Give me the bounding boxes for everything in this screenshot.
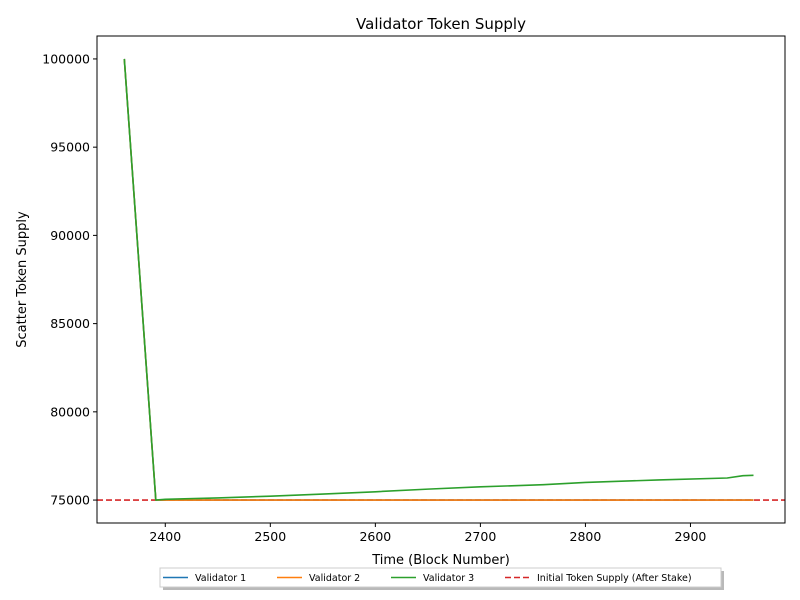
x-axis: 2400 2500 2600 2700 2800 2900 — [149, 523, 706, 544]
legend: Validator 1 Validator 2 Validator 3 Initial… — [159, 567, 724, 590]
series-line-validator-3 — [123, 58, 754, 501]
y-tick-label: 75000 — [50, 493, 90, 508]
x-tick-label: 2800 — [570, 529, 602, 544]
legend-label: Initial Token Supply (After Stake) — [537, 573, 692, 584]
x-tick-label: 2900 — [675, 529, 707, 544]
x-tick-label: 2400 — [149, 529, 181, 544]
x-tick-label: 2500 — [254, 529, 286, 544]
chart-title: Validator Token Supply — [356, 15, 526, 33]
y-tick-label: 95000 — [50, 140, 90, 155]
x-axis-label: Time (Block Number) — [371, 553, 510, 568]
plot-layer — [97, 58, 785, 501]
plot-frame — [96, 35, 786, 524]
legend-box — [159, 567, 722, 588]
legend-items: Validator 1 Validator 2 Validator 3 Initial… — [163, 573, 692, 584]
y-tick-label: 85000 — [50, 316, 90, 331]
y-tick-label: 90000 — [50, 228, 90, 243]
y-axis: 75000 80000 85000 90000 95000 100000 — [42, 51, 97, 508]
y-tick-label: 100000 — [42, 51, 90, 66]
series-line-validator-2 — [123, 58, 754, 501]
series-line-validator-1 — [123, 58, 754, 501]
y-tick-label: 80000 — [50, 404, 90, 419]
x-tick-label: 2600 — [359, 529, 391, 544]
legend-label: Validator 2 — [309, 573, 360, 584]
legend-label: Validator 3 — [423, 573, 474, 584]
x-tick-label: 2700 — [464, 529, 496, 544]
y-axis-label: Scatter Token Supply — [15, 211, 30, 348]
legend-label: Validator 1 — [195, 573, 246, 584]
